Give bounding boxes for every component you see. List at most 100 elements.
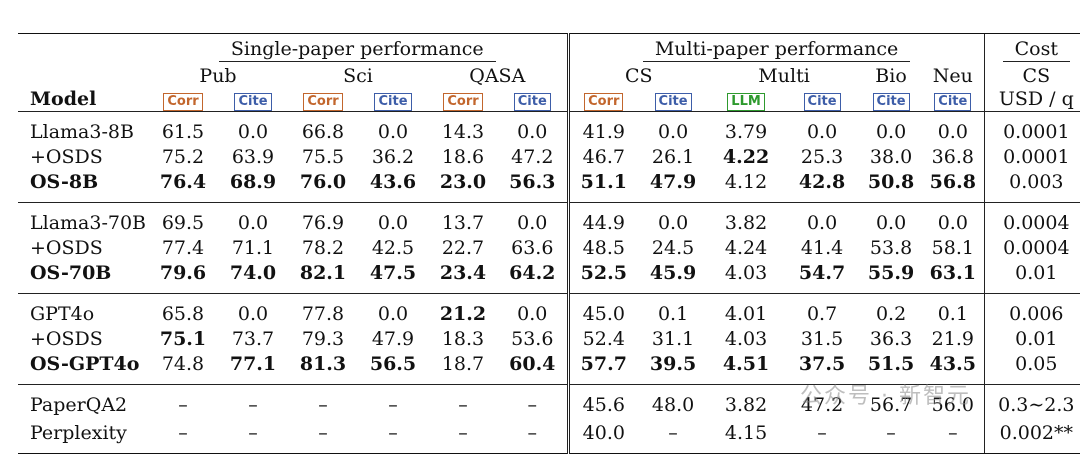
cite-badge: Cite (374, 92, 412, 111)
value-cell: 4.24 (724, 237, 768, 259)
value-cell: – (218, 384, 288, 419)
value-cell: 0.0004 (983, 202, 1080, 237)
value-cell: 4.15 (708, 419, 785, 454)
value-cell: 0.0004 (983, 237, 1080, 259)
cite-badge: Cite (234, 92, 272, 111)
watermark: 公众号 · 新智元 (800, 384, 971, 409)
value-cell: 0.003 (983, 168, 1080, 203)
table-row: +OSDS 75.2 63.9 75.5 36.2 18.6 47.2 46.7 26.1 4.2… (18, 146, 1080, 168)
value-cell: 76.4 (159, 171, 207, 193)
value-cell: – (148, 419, 218, 454)
value-cell: 58.1 (931, 237, 974, 259)
value-cell: 31.5 (800, 328, 844, 350)
value-cell: 48.5 (566, 237, 639, 259)
cost-header: Cost (983, 33, 1080, 64)
value-cell: 75.2 (161, 146, 205, 168)
table-row: OS-8B 76.4 68.9 76.0 43.6 23.0 56.3 51.1 47.9 4.1… (18, 168, 1080, 203)
value-cell: 0.0 (358, 293, 428, 328)
value-cell: 81.3 (299, 353, 347, 375)
dataset-cs: CS (566, 64, 709, 87)
value-cell: 3.82 (708, 384, 785, 419)
table-row: OS-70B 79.6 74.0 82.1 47.5 23.4 64.2 52.5 45.9 4.… (18, 259, 1080, 294)
model-name-cell: PaperQA2 (18, 384, 148, 419)
value-cell: 0.01 (983, 328, 1080, 350)
value-cell: 50.8 (867, 171, 915, 193)
model-name-cell: Llama3-70B (18, 202, 148, 237)
corr-badge: Corr (163, 92, 203, 111)
value-cell: 0.0 (860, 111, 923, 146)
llm-badge: LLM (727, 92, 765, 111)
table-row: Llama3-8B 61.5 0.0 66.8 0.0 14.3 0.0 41.9 0.0 3.7… (18, 111, 1080, 146)
value-cell: – (288, 384, 358, 419)
value-cell: 18.7 (441, 353, 485, 375)
value-cell: 76.9 (288, 202, 358, 237)
value-cell: – (358, 419, 428, 454)
value-cell: 4.22 (722, 146, 770, 168)
cite-badge: Cite (872, 92, 910, 111)
value-cell: 39.5 (649, 353, 697, 375)
dataset-qasa: QASA (469, 64, 526, 87)
cost-cs-header: CS (983, 64, 1080, 87)
value-cell: 71.1 (231, 237, 275, 259)
cite-badge: Cite (513, 92, 551, 111)
value-cell: 47.2 (511, 146, 554, 168)
value-cell: – (638, 419, 709, 454)
value-cell: – (860, 419, 923, 454)
value-cell: 66.8 (288, 111, 358, 146)
value-cell: 52.4 (566, 328, 639, 350)
value-cell: 0.0001 (983, 111, 1080, 146)
model-name-cell: GPT4o (18, 293, 148, 328)
value-cell: 25.3 (800, 146, 844, 168)
model-name-cell: OS-GPT4o (30, 353, 140, 375)
dataset-neu: Neu (932, 64, 973, 87)
value-cell: 45.6 (566, 384, 639, 419)
value-cell: 0.2 (860, 293, 923, 328)
value-cell: 4.12 (724, 171, 768, 193)
value-cell: 4.01 (708, 293, 785, 328)
cite-badge: Cite (803, 92, 841, 111)
table-row: Perplexity – – – – – –40.0–4.15– – –0.002** (18, 419, 1080, 454)
value-cell: 47.9 (371, 328, 415, 350)
header-row-metrics: Model Corr Cite Corr Cite Corr Cite Corr… (18, 87, 1080, 112)
value-cell: 57.7 (566, 350, 639, 385)
value-cell: 23.0 (439, 171, 487, 193)
value-cell: 74.0 (229, 262, 277, 284)
dataset-bio: Bio (875, 64, 907, 87)
single-paper-header: Single-paper performance (148, 33, 569, 64)
table-row: Llama3-70B 69.5 0.0 76.9 0.0 13.7 0.0 44.9 0.0 3.… (18, 202, 1080, 237)
value-cell: – (784, 419, 861, 454)
value-cell: 60.4 (509, 353, 556, 375)
value-cell: 45.9 (649, 262, 697, 284)
value-cell: 0.0 (638, 202, 709, 237)
multi-paper-header: Multi-paper performance (566, 33, 985, 64)
value-cell: 0.0 (498, 293, 569, 328)
value-cell: 0.0 (358, 111, 428, 146)
model-name-cell: +OSDS (30, 146, 103, 168)
value-cell: 44.9 (566, 202, 639, 237)
value-cell: 74.8 (161, 353, 205, 375)
model-name-cell: OS-70B (30, 262, 112, 284)
table-row: +OSDS 77.4 71.1 78.2 42.5 22.7 63.6 48.5 24.5 4.2… (18, 237, 1080, 259)
value-cell: 14.3 (428, 111, 498, 146)
value-cell: 42.5 (371, 237, 415, 259)
value-cell: 0.0 (358, 202, 428, 237)
value-cell: 0.0 (784, 202, 861, 237)
model-name-cell: Llama3-8B (18, 111, 148, 146)
value-cell: – (218, 419, 288, 454)
dataset-sci: Sci (343, 64, 373, 87)
value-cell: 79.6 (159, 262, 207, 284)
value-cell: 56.7 (860, 384, 923, 419)
value-cell: 47.9 (649, 171, 697, 193)
value-cell: 52.5 (566, 259, 639, 294)
header-row-datasets: Pub Sci QASA CS Multi Bio Neu CS (18, 64, 1080, 87)
table-row: +OSDS 75.1 73.7 79.3 47.9 18.3 53.6 52.4 31.1 4.0… (18, 328, 1080, 350)
value-cell: 51.1 (566, 168, 639, 203)
table-row: OS-GPT4o 74.8 77.1 81.3 56.5 18.7 60.4 57.7 39.5… (18, 350, 1080, 385)
value-cell: 0.0 (498, 111, 569, 146)
table-row: GPT4o 65.8 0.0 77.8 0.0 21.2 0.0 45.0 0.1 4.01 0.7… (18, 293, 1080, 328)
value-cell: 0.3∼2.3 (983, 384, 1080, 419)
dataset-pub: Pub (199, 64, 237, 87)
value-cell: 69.5 (148, 202, 218, 237)
value-cell: 38.0 (869, 146, 913, 168)
value-cell: 46.7 (566, 146, 639, 168)
